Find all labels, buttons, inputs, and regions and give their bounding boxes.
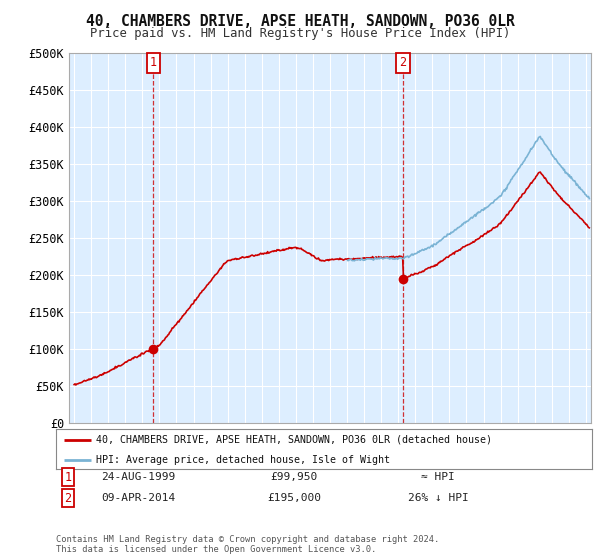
Text: £99,950: £99,950 [271, 472, 317, 482]
Text: 40, CHAMBERS DRIVE, APSE HEATH, SANDOWN, PO36 0LR: 40, CHAMBERS DRIVE, APSE HEATH, SANDOWN,… [86, 14, 514, 29]
Text: 1: 1 [64, 470, 71, 484]
Text: HPI: Average price, detached house, Isle of Wight: HPI: Average price, detached house, Isle… [96, 455, 390, 465]
Text: 2: 2 [64, 492, 71, 505]
Text: Contains HM Land Registry data © Crown copyright and database right 2024.
This d: Contains HM Land Registry data © Crown c… [56, 535, 439, 554]
Text: 24-AUG-1999: 24-AUG-1999 [101, 472, 175, 482]
Text: 40, CHAMBERS DRIVE, APSE HEATH, SANDOWN, PO36 0LR (detached house): 40, CHAMBERS DRIVE, APSE HEATH, SANDOWN,… [96, 435, 492, 445]
Text: Price paid vs. HM Land Registry's House Price Index (HPI): Price paid vs. HM Land Registry's House … [90, 27, 510, 40]
Text: £195,000: £195,000 [267, 493, 321, 503]
Text: 2: 2 [399, 57, 406, 69]
Text: 09-APR-2014: 09-APR-2014 [101, 493, 175, 503]
Text: 1: 1 [150, 57, 157, 69]
Text: 26% ↓ HPI: 26% ↓ HPI [407, 493, 469, 503]
Text: ≈ HPI: ≈ HPI [421, 472, 455, 482]
